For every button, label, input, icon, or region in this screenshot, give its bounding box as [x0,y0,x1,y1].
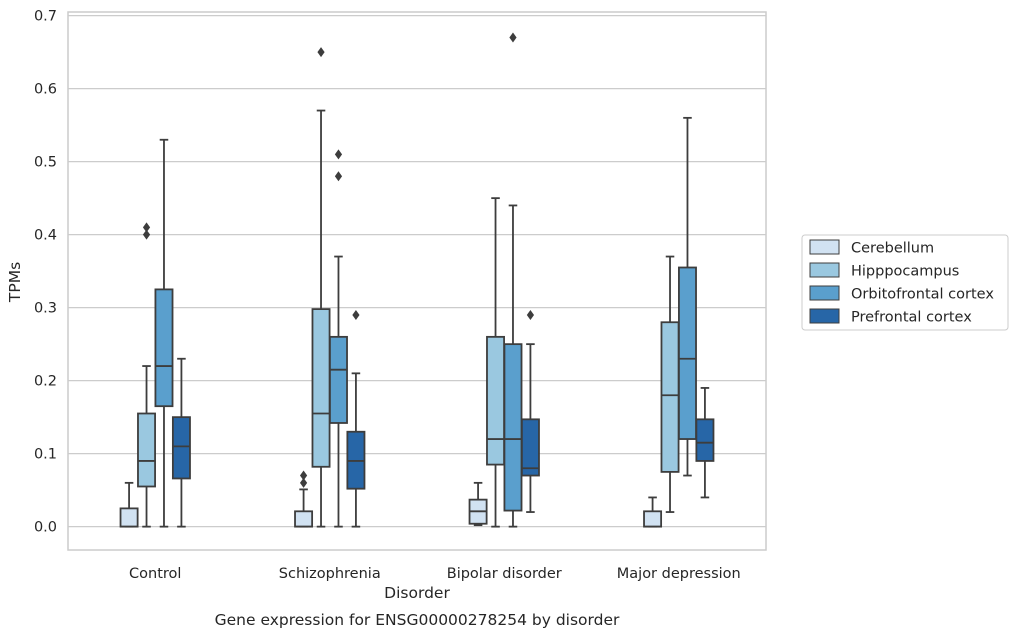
legend-swatch [809,285,840,301]
y-tick-label: 0.4 [34,228,57,244]
outlier-point [299,477,308,488]
box-iqr [695,418,715,462]
legend-label: Orbitofrontal cortex [851,287,994,303]
box-hipppocampus [311,47,331,528]
box-iqr [678,266,697,440]
legend-label: Cerebellum [851,241,934,257]
outlier-point [509,32,517,43]
outlier-point [317,47,325,58]
y-tick-label: 0.2 [34,374,57,390]
box-cerebellum [468,481,488,527]
box-prefrontal-cortex [695,387,715,499]
y-axis-label: TPMs [6,262,24,303]
box-cerebellum [643,496,663,528]
x-tick-label: Control [129,566,181,582]
y-axis-ticks: 0.0 0.1 0.2 0.3 0.4 0.5 0.6 0.7 [34,9,57,536]
box-hipppocampus [137,222,156,528]
box-orbitofrontal-cortex [678,116,697,477]
outlier-point [334,149,343,160]
legend-swatch [809,239,840,255]
box-iqr [311,308,331,468]
box-iqr [643,510,663,528]
box-orbitofrontal-cortex [154,138,174,528]
box-iqr [154,288,174,408]
legend-frame [801,234,1009,331]
box-orbitofrontal-cortex [503,32,523,528]
x-tick-label: Major depression [617,566,741,582]
y-tick-label: 0.0 [34,520,57,536]
outlier-point [352,309,360,320]
y-tick-label: 0.5 [34,155,57,171]
box-iqr [137,412,156,488]
box-groups [119,32,715,528]
box-prefrontal-cortex [346,309,366,528]
box-iqr [486,335,505,466]
box-iqr [660,321,680,473]
y-tick-label: 0.1 [34,447,57,463]
box-cerebellum [294,470,314,528]
box-cerebellum [119,481,139,528]
box-iqr [329,335,348,424]
outlier-point [334,171,343,182]
box-iqr [294,510,314,528]
box-iqr [503,343,523,512]
box-orbitofrontal-cortex [329,149,348,528]
x-axis-ticks: Control Schizophrenia Bipolar disorder Majo… [129,566,741,582]
y-tick-label: 0.3 [34,301,57,317]
box-iqr [171,416,191,480]
box-iqr [520,418,540,477]
outlier-point [142,222,151,233]
legend-label: Hipppocampus [851,264,959,280]
legend-label: Prefrontal cortex [851,310,972,326]
box-iqr [119,507,139,528]
outlier-point [299,470,308,481]
box-hipppocampus [486,197,505,528]
outlier-point [526,309,535,320]
box-prefrontal-cortex [520,309,540,513]
y-tick-label: 0.7 [34,9,57,25]
legend-swatch [809,308,840,324]
y-tick-label: 0.6 [34,82,57,98]
x-tick-label: Schizophrenia [279,566,381,582]
legend-swatch [809,262,840,278]
box-prefrontal-cortex [171,357,191,528]
outlier-point [142,229,151,240]
x-tick-label: Bipolar disorder [447,566,562,582]
x-axis-label: Disorder [384,584,450,602]
chart-title: Gene expression for ENSG00000278254 by d… [215,611,620,629]
legend: Cerebellum Hipppocampus Orbitofrontal cort… [801,234,1009,331]
